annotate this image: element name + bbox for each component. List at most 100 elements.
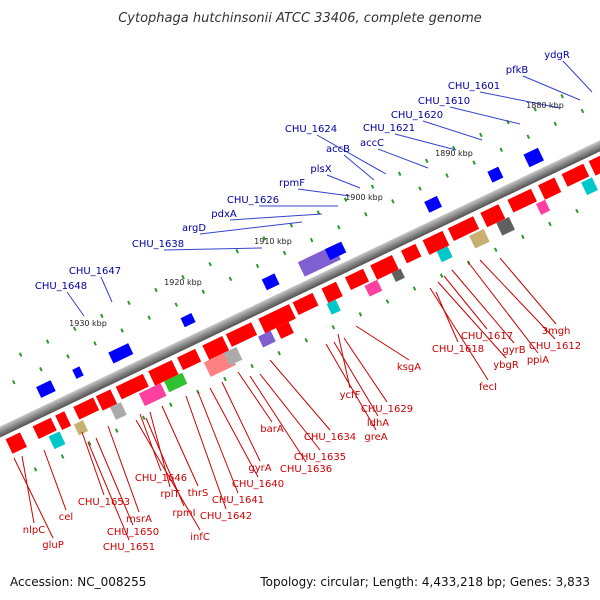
gene-block bbox=[561, 163, 590, 187]
gene-label-lower[interactable]: rplT bbox=[160, 489, 180, 500]
label-leaders bbox=[13, 60, 593, 541]
gene-block bbox=[324, 241, 347, 261]
gene-label-upper[interactable]: CHU_1624 bbox=[285, 124, 337, 135]
tick-mark bbox=[181, 274, 185, 280]
leader-line bbox=[209, 387, 259, 478]
gene-label-lower[interactable]: infC bbox=[190, 532, 210, 543]
leader-line bbox=[269, 359, 331, 431]
gene-block bbox=[108, 343, 134, 364]
gene-label-lower[interactable]: barA bbox=[260, 424, 284, 435]
leader-line bbox=[163, 247, 263, 251]
gene-label-upper[interactable]: CHU_1647 bbox=[69, 266, 121, 277]
gene-label-lower[interactable]: fecI bbox=[479, 382, 497, 393]
gene-block bbox=[5, 432, 27, 454]
gene-block bbox=[292, 292, 319, 316]
gene-block bbox=[447, 216, 480, 241]
gene-label-lower[interactable]: CHU_1634 bbox=[304, 432, 356, 443]
gene-label-lower[interactable]: CHU_1617 bbox=[461, 331, 513, 342]
gene-label-upper[interactable]: pdxA bbox=[211, 209, 237, 220]
gene-label-lower[interactable]: CHU_1635 bbox=[294, 452, 346, 463]
leader-line bbox=[87, 441, 130, 541]
gene-label-lower[interactable]: CHU_1650 bbox=[107, 527, 159, 538]
tick-mark bbox=[223, 376, 227, 382]
gene-label-lower[interactable]: rpmI bbox=[172, 508, 195, 519]
leader-line bbox=[429, 287, 489, 381]
tick-mark bbox=[521, 234, 525, 240]
gene-label-upper[interactable]: CHU_1601 bbox=[448, 81, 500, 92]
gene-label-lower[interactable]: CHU_1646 bbox=[135, 473, 187, 484]
gene-label-upper[interactable]: CHU_1610 bbox=[418, 96, 470, 107]
tick-mark bbox=[560, 94, 564, 99]
gene-label-lower[interactable]: CHU_1640 bbox=[232, 479, 284, 490]
tick-mark bbox=[304, 337, 308, 343]
gene-label-upper[interactable]: plsX bbox=[310, 164, 331, 175]
leader-line bbox=[139, 413, 162, 472]
gene-label-lower[interactable]: gyrB bbox=[502, 345, 525, 356]
tick-mark bbox=[277, 350, 281, 356]
gene-block bbox=[55, 411, 72, 431]
gene-label-upper[interactable]: CHU_1626 bbox=[227, 195, 279, 206]
scale-label: 1910 kbp bbox=[254, 237, 292, 246]
leader-line bbox=[297, 188, 351, 197]
gene-label-lower[interactable]: greA bbox=[364, 432, 387, 443]
gene-label-upper[interactable]: ydgR bbox=[544, 50, 570, 61]
scale-label: 1900 kbp bbox=[345, 193, 383, 202]
scale-label: 1890 kbp bbox=[435, 149, 473, 158]
gene-block bbox=[225, 322, 258, 347]
gene-label-lower[interactable]: gluP bbox=[42, 540, 64, 551]
tick-mark bbox=[120, 328, 124, 333]
gene-label-lower[interactable]: nlpC bbox=[23, 525, 45, 536]
tick-mark bbox=[100, 313, 104, 319]
leader-line bbox=[66, 291, 85, 317]
leader-line bbox=[316, 134, 387, 175]
gene-block bbox=[257, 330, 276, 348]
gene-block bbox=[36, 380, 56, 398]
tick-mark bbox=[201, 289, 206, 295]
gene-label-upper[interactable]: argD bbox=[182, 223, 206, 234]
gene-label-lower[interactable]: gyrA bbox=[248, 463, 271, 474]
gene-block bbox=[370, 255, 399, 280]
leader-line bbox=[343, 154, 375, 181]
gene-label-lower[interactable]: ppiA bbox=[527, 355, 549, 366]
gene-label-upper[interactable]: rpmF bbox=[279, 178, 305, 189]
accession-text: Accession: NC_008255 bbox=[10, 575, 146, 589]
gene-label-lower[interactable]: CHU_1636 bbox=[280, 464, 332, 475]
gene-label-lower[interactable]: CHU_1612 bbox=[529, 341, 581, 352]
gene-label-lower[interactable]: CHU_1642 bbox=[200, 511, 252, 522]
gene-label-upper[interactable]: CHU_1621 bbox=[363, 123, 415, 134]
gene-label-lower[interactable]: msrA bbox=[126, 514, 152, 525]
gene-block bbox=[523, 147, 544, 168]
gene-label-upper[interactable]: CHU_1638 bbox=[132, 239, 184, 250]
gene-label-upper[interactable]: accB bbox=[326, 144, 350, 155]
gene-label-lower[interactable]: CHU_1629 bbox=[361, 404, 413, 415]
gene-label-lower[interactable]: CHU_1618 bbox=[432, 344, 484, 355]
gene-label-lower[interactable]: CHU_1653 bbox=[78, 497, 130, 508]
gene-label-lower[interactable]: 3mgh bbox=[542, 326, 571, 337]
gene-block bbox=[400, 243, 422, 264]
tick-mark bbox=[289, 223, 294, 228]
gene-block bbox=[538, 177, 562, 200]
tick-mark bbox=[208, 261, 212, 267]
gene-label-upper[interactable]: CHU_1620 bbox=[391, 110, 443, 121]
gene-label-upper[interactable]: CHU_1648 bbox=[35, 281, 87, 292]
tick-mark bbox=[154, 287, 158, 293]
leader-line bbox=[522, 75, 581, 101]
leader-line bbox=[479, 259, 556, 340]
tick-mark bbox=[250, 363, 254, 369]
gene-label-lower[interactable]: cel bbox=[59, 512, 73, 523]
tick-mark bbox=[33, 467, 38, 472]
tick-mark bbox=[548, 221, 552, 227]
label-layer: 1880 kbp 1890 kbp 1900 kbp 1910 kbp 1920 kbp… bbox=[23, 50, 581, 553]
gene-label-upper[interactable]: accC bbox=[360, 138, 384, 149]
gene-label-lower[interactable]: ycfF bbox=[340, 390, 361, 401]
scale-label: 1880 kbp bbox=[526, 101, 564, 110]
gene-label-lower[interactable]: CHU_1641 bbox=[212, 495, 264, 506]
gene-label-lower[interactable]: ldhA bbox=[367, 418, 389, 429]
gene-label-lower[interactable]: CHU_1651 bbox=[103, 542, 155, 553]
tick-mark bbox=[336, 224, 341, 230]
gene-label-upper[interactable]: pfkB bbox=[506, 65, 529, 76]
tick-mark bbox=[499, 147, 503, 152]
gene-label-lower[interactable]: ybgR bbox=[493, 360, 519, 371]
gene-label-lower[interactable]: thrS bbox=[188, 488, 209, 499]
gene-label-lower[interactable]: ksgA bbox=[397, 362, 421, 373]
